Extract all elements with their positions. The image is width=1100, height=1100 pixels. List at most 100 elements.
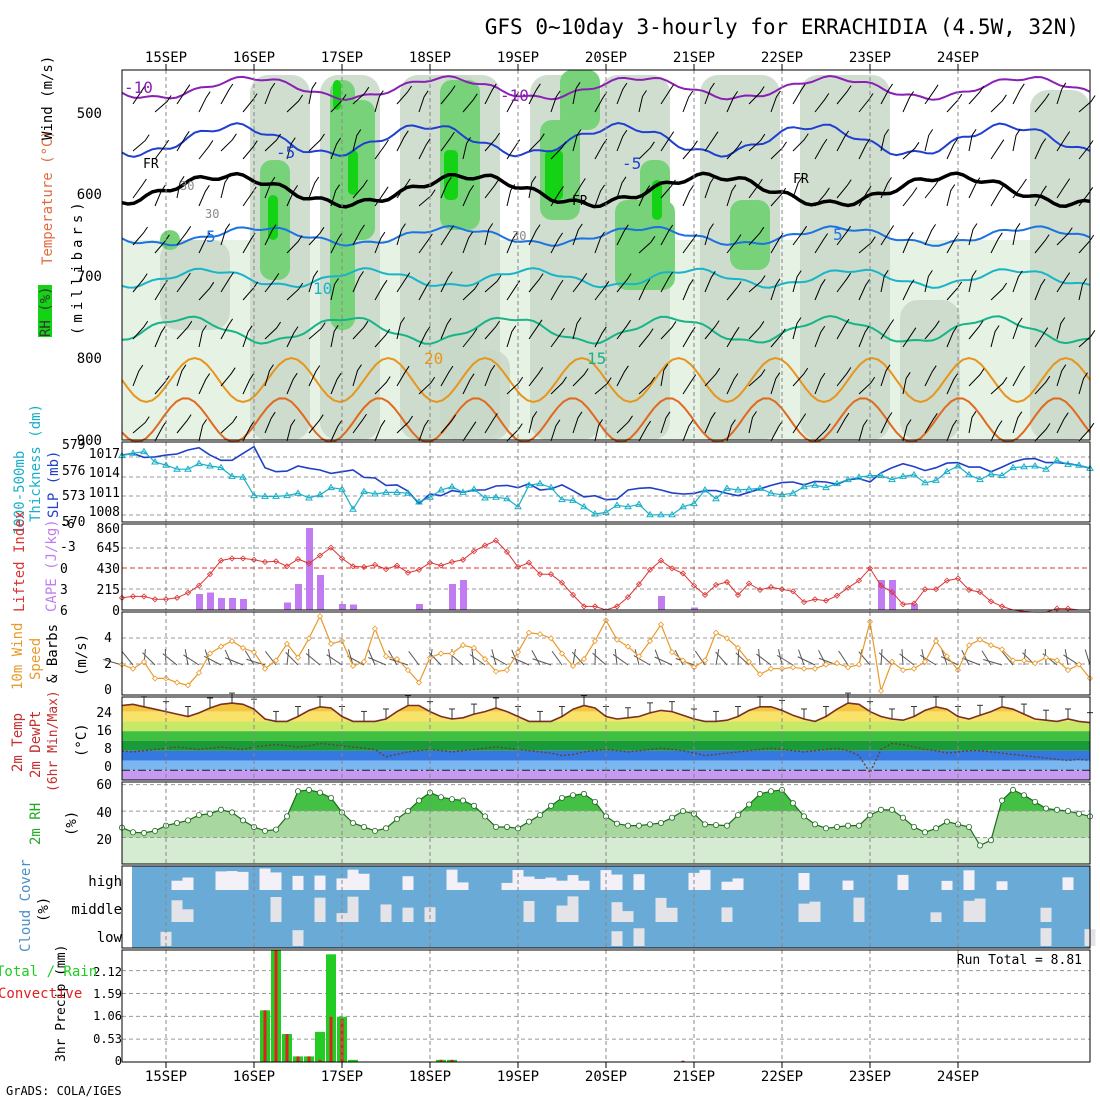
surface-wind-barb <box>1063 654 1080 666</box>
cloud-cover-high <box>292 875 304 890</box>
cloud-axis-unit: (%) <box>36 897 52 922</box>
rh-tick-60: 60 <box>96 778 112 793</box>
wind-barb <box>726 326 740 348</box>
rh-point <box>559 794 566 801</box>
rh-point <box>437 794 444 801</box>
wind-barb <box>924 270 933 293</box>
millibars-axis-label: (millibars) <box>70 198 86 335</box>
wind-barb <box>242 186 257 207</box>
wind-speed-point <box>294 654 302 661</box>
top-date-label: 19SEP <box>497 50 539 66</box>
rh-point <box>140 829 147 836</box>
ytick-600: 600 <box>77 187 102 203</box>
thickness-point <box>712 494 720 502</box>
wind-barb <box>990 139 1005 160</box>
cape-panel <box>118 528 1090 613</box>
wind-barb <box>572 178 586 199</box>
surface-wind-barb <box>715 651 728 666</box>
rh-point <box>360 823 367 830</box>
cape-bar <box>284 602 291 610</box>
rh-point <box>228 809 235 816</box>
lifted-index-point <box>525 559 533 566</box>
precip-axis-label: 3hr Precip (mm) <box>54 945 69 1062</box>
lifted-index-point <box>261 558 269 566</box>
wind-barb <box>616 129 628 152</box>
thickness-point <box>162 461 170 468</box>
thickness-point <box>888 475 896 483</box>
wind-barb <box>264 224 277 246</box>
wind-barb <box>880 177 892 199</box>
precip-convective-bar <box>274 950 278 1062</box>
temp-axis-label-b: 2m DewPt <box>28 711 44 778</box>
wind-barb <box>726 184 737 207</box>
surface-wind-barb <box>798 649 805 666</box>
thickness-point <box>998 471 1006 479</box>
wind-barb <box>572 411 583 434</box>
contour-label-20: 20 <box>424 349 443 368</box>
wind-barb <box>682 185 694 207</box>
wind-barb <box>484 179 500 199</box>
temp-tick-0: 0 <box>104 760 112 775</box>
wind-speed-point <box>1009 657 1017 664</box>
rh-green-region <box>560 70 600 130</box>
wind-barb <box>572 368 589 387</box>
cloud-cover-high <box>963 870 975 890</box>
surface-wind-barb <box>121 651 134 666</box>
wind-barb <box>528 224 541 246</box>
wind-barb <box>638 328 654 348</box>
rh-point <box>724 822 731 829</box>
thickness-point <box>877 471 885 479</box>
wind-speed-point <box>613 636 621 643</box>
surface-wind-barb <box>103 659 123 666</box>
wind-barb <box>770 187 787 207</box>
cape-bar <box>295 584 302 610</box>
wind-barb <box>242 93 258 113</box>
wind-barb <box>1012 270 1023 293</box>
ytick-700: 700 <box>77 269 102 285</box>
cloud-cover-high <box>226 871 238 890</box>
rh-point <box>922 829 929 836</box>
surface-wind-barb <box>756 653 772 666</box>
rh-point <box>1021 792 1028 799</box>
bottom-date-label: 24SEP <box>937 1069 979 1085</box>
wind-barb <box>308 227 325 246</box>
rh-point <box>503 823 510 830</box>
panel-frames <box>121 64 1091 1068</box>
thickness-point <box>679 502 687 510</box>
bottom-date-label: 16SEP <box>233 1069 275 1085</box>
wind-barb <box>792 133 809 152</box>
wind-barb <box>220 223 231 246</box>
thickness-point <box>547 483 555 491</box>
wind-barb <box>924 224 937 246</box>
rh-point <box>933 825 940 832</box>
cape-bar <box>416 604 423 610</box>
wind-barb <box>176 364 187 387</box>
wind-barb <box>682 233 697 254</box>
cloud-cover-low <box>1040 928 1052 946</box>
wind-barb <box>682 419 694 442</box>
surface-wind-barb <box>1084 649 1091 666</box>
wind-barb <box>396 415 414 434</box>
wind-speed-point <box>404 667 412 674</box>
wind-speed-point <box>1020 657 1028 664</box>
upper-panel-labels: 500 600 700 800 900 RH (%) Temperature (… <box>38 56 102 449</box>
rh-point <box>316 789 323 796</box>
wind-barb <box>330 372 342 395</box>
cloud-cover-middle <box>556 905 568 922</box>
wind-barb <box>396 272 411 293</box>
wind-barb <box>484 320 501 340</box>
rh-point <box>393 816 400 823</box>
wind-barb <box>990 232 1003 254</box>
wind-barb <box>418 233 433 254</box>
wind-barb <box>308 322 326 340</box>
precip-convective-bar <box>450 1059 454 1062</box>
wind-barb <box>550 186 564 207</box>
precip-total-bar <box>326 954 336 1062</box>
wind-barb <box>902 187 918 207</box>
temp-tick-16: 16 <box>96 724 112 739</box>
thickness-point <box>448 482 456 490</box>
wind-speed-point <box>547 635 555 642</box>
wind-barb <box>308 82 317 105</box>
wind-barb <box>176 272 191 293</box>
lifted-index-point <box>360 563 368 571</box>
